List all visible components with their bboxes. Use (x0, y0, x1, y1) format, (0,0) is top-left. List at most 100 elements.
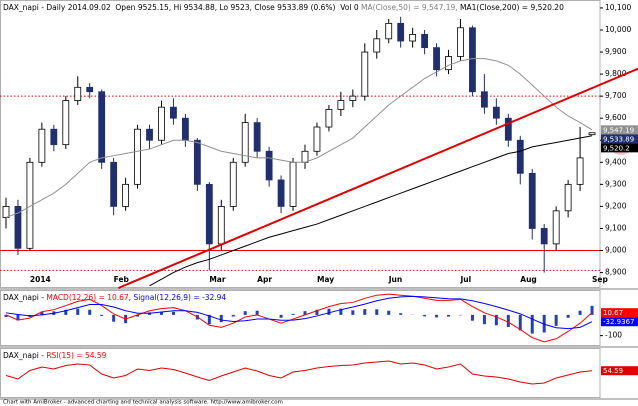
candle-body (576, 157, 584, 185)
y-tick-label: 9,200 (605, 201, 627, 210)
candle-body (134, 128, 141, 185)
candle-body (421, 34, 429, 49)
candle-body (337, 100, 345, 110)
histogram-bar (291, 313, 295, 315)
series-line (5, 58, 593, 218)
histogram-bar (207, 314, 211, 325)
candle-body (480, 91, 488, 108)
histogram-bar (578, 310, 582, 315)
header-part: Signal(12,26,9) = -32.94 (133, 293, 226, 302)
header-part: DAX_napi - (3, 351, 46, 360)
candle-body (277, 179, 285, 207)
x-tick-label: 2014 (30, 275, 51, 284)
histogram-bar (470, 314, 474, 321)
candle-body (217, 206, 225, 245)
series-line (5, 293, 593, 343)
plot-area (0, 16, 600, 287)
x-tick-label: Sep (592, 275, 608, 284)
y-tick-label: 9,700 (605, 91, 627, 100)
pane-frame (0, 0, 601, 288)
histogram-bar (399, 313, 403, 315)
y-tick-label: 10,100 (605, 3, 631, 12)
value-box (601, 308, 638, 318)
candle-body (253, 122, 261, 152)
histogram-bar (255, 310, 259, 315)
histogram-bar (423, 314, 427, 317)
candle-body (457, 27, 464, 57)
candle-body (528, 172, 536, 229)
candle-body (74, 86, 82, 101)
candle-body (289, 161, 297, 207)
y-tick-label: 9,400 (605, 157, 627, 166)
candle-body (98, 91, 106, 163)
histogram-bar (40, 311, 44, 315)
y-tick-label: 9,100 (605, 223, 627, 232)
candle-body (122, 183, 129, 207)
y-tick-label: -100 (605, 331, 622, 340)
candle-body (516, 139, 524, 174)
histogram-bar (88, 309, 92, 315)
candle-body (170, 106, 177, 119)
trendline (118, 67, 638, 289)
histogram-bar (518, 314, 522, 331)
candle-body (62, 100, 70, 146)
candle-body (552, 210, 560, 245)
y-tick-label: 9,000 (605, 246, 627, 255)
candle-body (229, 161, 237, 207)
y-tick-label: 8,900 (605, 268, 627, 277)
x-tick-label: Jun (388, 275, 402, 284)
plot-area (5, 360, 593, 385)
x-tick-label: Aug (520, 275, 537, 284)
histogram-bar (447, 314, 451, 317)
header-part: RSI(15) = 54.59 (46, 351, 106, 360)
candle-body (193, 139, 201, 185)
histogram-bar (590, 305, 594, 315)
histogram-bar (339, 308, 343, 315)
plot-area (4, 293, 594, 343)
histogram-bar (387, 310, 391, 315)
value-box (601, 317, 638, 327)
value-box-label: 9,533.89 (603, 135, 634, 143)
histogram-bar (16, 314, 20, 321)
candle-body (588, 132, 596, 136)
histogram-bar (530, 314, 534, 334)
header-part: DAX_napi - (3, 293, 46, 302)
value-box (601, 125, 638, 135)
candle-body (301, 150, 309, 163)
pane-frame (0, 348, 601, 398)
candle-body (540, 228, 548, 245)
histogram-bar (494, 314, 498, 326)
value-box (601, 366, 638, 376)
header-part: MA1(Close,200) = 9,520.20 (460, 3, 564, 12)
value-box-label: 54.59 (603, 367, 623, 375)
candle-body (361, 51, 369, 97)
candle-body (397, 22, 405, 42)
candle-body (313, 126, 321, 152)
pane-frame (0, 290, 601, 346)
histogram-bar (315, 309, 319, 315)
histogram-bar (76, 308, 80, 315)
y-tick-label: 9,300 (605, 179, 627, 188)
histogram-bar (327, 308, 331, 315)
histogram-bar (112, 314, 116, 322)
series-line (5, 360, 593, 385)
header-part: MACD(12,26) = 10.67 (46, 293, 129, 302)
candle-body (158, 106, 165, 141)
histogram-bar (279, 314, 283, 318)
y-tick-label: 9,900 (605, 47, 627, 56)
candle-body (564, 183, 572, 212)
candle-body (373, 38, 381, 53)
histogram-bar (363, 309, 367, 315)
candle-body (409, 34, 417, 42)
x-tick-label: Apr (257, 275, 272, 284)
histogram-bar (100, 314, 104, 316)
value-box-label: 9,520.2 (603, 144, 630, 152)
candle-body (325, 108, 333, 128)
value-box (601, 134, 638, 144)
candle-body (349, 95, 357, 101)
candle-body (146, 128, 153, 141)
header-part: MA(Close,50) = 9,547.19, (361, 3, 460, 12)
histogram-bar (566, 314, 570, 318)
